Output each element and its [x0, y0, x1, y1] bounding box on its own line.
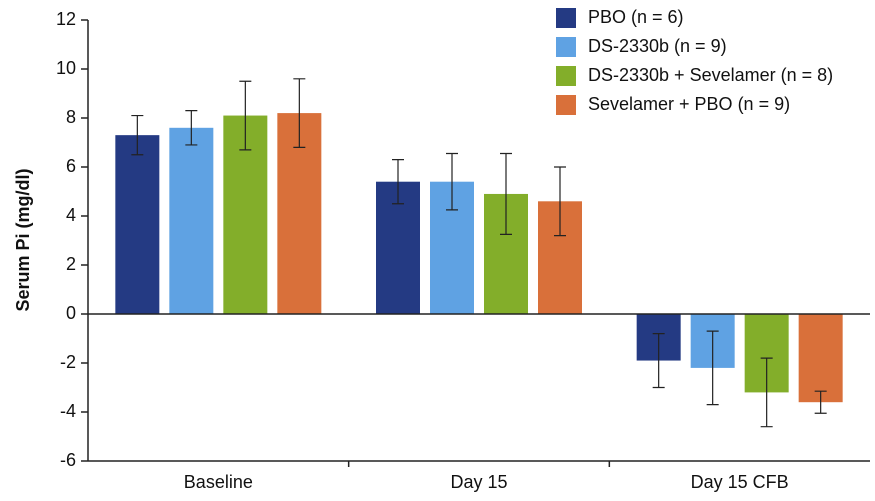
y-tick-label: -4 [60, 401, 76, 421]
error-bar [500, 152, 512, 235]
legend-label: PBO (n = 6) [588, 7, 684, 27]
x-tick-label: Baseline [184, 472, 253, 492]
error-bar [185, 110, 198, 146]
y-tick-label: -6 [60, 450, 76, 470]
y-axis-label: Serum Pi (mg/dl) [13, 168, 33, 311]
legend-label: DS-2330b + Sevelamer (n = 8) [588, 65, 833, 85]
error-bar [446, 152, 458, 211]
error-bar [239, 80, 252, 151]
error-bar [392, 159, 404, 205]
legend-label: DS-2330b (n = 9) [588, 36, 727, 56]
y-tick-label: 8 [66, 107, 76, 127]
error-bar [131, 114, 144, 156]
error-bar [293, 78, 306, 148]
bar [798, 314, 843, 403]
legend-swatch [556, 37, 576, 57]
x-tick-label: Day 15 CFB [691, 472, 789, 492]
legend-swatch [556, 95, 576, 115]
y-tick-label: 2 [66, 254, 76, 274]
error-bar [554, 166, 566, 237]
y-tick-label: 10 [56, 58, 76, 78]
legend-swatch [556, 66, 576, 86]
legend-swatch [556, 8, 576, 28]
y-tick-label: 4 [66, 205, 76, 225]
bar [115, 135, 160, 314]
y-tick-label: 0 [66, 303, 76, 323]
y-tick-label: -2 [60, 352, 76, 372]
error-bar [652, 333, 665, 389]
error-bar [706, 330, 719, 406]
y-tick-label: 12 [56, 9, 76, 29]
bar [169, 127, 214, 314]
error-bar [760, 357, 773, 428]
legend-label: Sevelamer + PBO (n = 9) [588, 94, 790, 114]
y-tick-label: 6 [66, 156, 76, 176]
error-bar [814, 390, 827, 414]
x-tick-label: Day 15 [450, 472, 507, 492]
